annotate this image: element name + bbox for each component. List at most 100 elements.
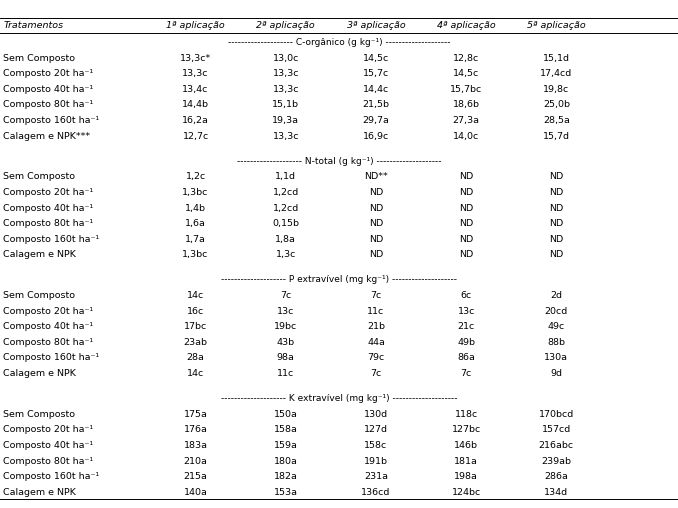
Text: 15,7c: 15,7c bbox=[363, 69, 389, 78]
Text: ND: ND bbox=[459, 219, 473, 228]
Text: 158a: 158a bbox=[274, 425, 298, 434]
Text: ND: ND bbox=[549, 188, 563, 197]
Text: 19bc: 19bc bbox=[274, 322, 298, 331]
Text: Sem Composto: Sem Composto bbox=[3, 172, 75, 181]
Text: Calagem e NPK: Calagem e NPK bbox=[3, 488, 76, 497]
Text: 136cd: 136cd bbox=[361, 488, 391, 497]
Text: 191b: 191b bbox=[364, 457, 388, 465]
Text: 13,3c: 13,3c bbox=[182, 69, 209, 78]
Text: 1,2c: 1,2c bbox=[186, 172, 205, 181]
Text: Composto 160t ha⁻¹: Composto 160t ha⁻¹ bbox=[3, 235, 100, 244]
Text: 1,3bc: 1,3bc bbox=[182, 250, 209, 260]
Text: 124bc: 124bc bbox=[452, 488, 481, 497]
Text: 4ª aplicação: 4ª aplicação bbox=[437, 21, 496, 30]
Text: ND: ND bbox=[549, 219, 563, 228]
Text: Composto 80t ha⁻¹: Composto 80t ha⁻¹ bbox=[3, 457, 94, 465]
Text: 98a: 98a bbox=[277, 354, 295, 363]
Text: 20cd: 20cd bbox=[544, 307, 568, 315]
Text: 28a: 28a bbox=[186, 354, 205, 363]
Text: 19,3a: 19,3a bbox=[273, 116, 299, 125]
Text: 239ab: 239ab bbox=[541, 457, 572, 465]
Text: 9d: 9d bbox=[551, 369, 562, 378]
Text: 118c: 118c bbox=[454, 409, 478, 419]
Text: ND: ND bbox=[369, 250, 383, 260]
Text: -------------------- N-total (g kg⁻¹) --------------------: -------------------- N-total (g kg⁻¹) --… bbox=[237, 156, 441, 166]
Text: 181a: 181a bbox=[454, 457, 478, 465]
Text: 13,3c: 13,3c bbox=[273, 132, 299, 141]
Text: 7c: 7c bbox=[370, 369, 382, 378]
Text: 86a: 86a bbox=[457, 354, 475, 363]
Text: 13,4c: 13,4c bbox=[182, 85, 209, 94]
Text: 210a: 210a bbox=[184, 457, 207, 465]
Text: Composto 80t ha⁻¹: Composto 80t ha⁻¹ bbox=[3, 101, 94, 109]
Text: 157cd: 157cd bbox=[542, 425, 571, 434]
Text: Composto 20t ha⁻¹: Composto 20t ha⁻¹ bbox=[3, 188, 94, 197]
Text: 6c: 6c bbox=[460, 291, 472, 300]
Text: 170bcd: 170bcd bbox=[539, 409, 574, 419]
Text: ND: ND bbox=[549, 235, 563, 244]
Text: ND: ND bbox=[459, 250, 473, 260]
Text: 3ª aplicação: 3ª aplicação bbox=[346, 21, 405, 30]
Text: ND**: ND** bbox=[364, 172, 388, 181]
Text: 2d: 2d bbox=[551, 291, 562, 300]
Text: 13,3c*: 13,3c* bbox=[180, 53, 212, 62]
Text: 175a: 175a bbox=[184, 409, 207, 419]
Text: 180a: 180a bbox=[274, 457, 298, 465]
Text: 29,7a: 29,7a bbox=[363, 116, 389, 125]
Text: 12,7c: 12,7c bbox=[182, 132, 209, 141]
Text: 25,0b: 25,0b bbox=[543, 101, 570, 109]
Text: 88b: 88b bbox=[547, 338, 565, 347]
Text: ND: ND bbox=[459, 188, 473, 197]
Text: ND: ND bbox=[549, 250, 563, 260]
Text: 13,3c: 13,3c bbox=[273, 85, 299, 94]
Text: 15,1d: 15,1d bbox=[543, 53, 570, 62]
Text: 11c: 11c bbox=[367, 307, 384, 315]
Text: -------------------- C-orgânico (g kg⁻¹) --------------------: -------------------- C-orgânico (g kg⁻¹)… bbox=[228, 38, 450, 47]
Text: 14,4c: 14,4c bbox=[363, 85, 389, 94]
Text: 1,2cd: 1,2cd bbox=[273, 204, 299, 212]
Text: 183a: 183a bbox=[184, 441, 207, 450]
Text: 16c: 16c bbox=[187, 307, 204, 315]
Text: Composto 160t ha⁻¹: Composto 160t ha⁻¹ bbox=[3, 116, 100, 125]
Text: 16,2a: 16,2a bbox=[182, 116, 209, 125]
Text: 1,7a: 1,7a bbox=[185, 235, 206, 244]
Text: 1,3bc: 1,3bc bbox=[182, 188, 209, 197]
Text: Tratamentos: Tratamentos bbox=[3, 21, 64, 30]
Text: 18,6b: 18,6b bbox=[453, 101, 479, 109]
Text: 19,8c: 19,8c bbox=[543, 85, 570, 94]
Text: -------------------- P extravível (mg kg⁻¹) --------------------: -------------------- P extravível (mg kg… bbox=[221, 275, 457, 284]
Text: Composto 20t ha⁻¹: Composto 20t ha⁻¹ bbox=[3, 425, 94, 434]
Text: ND: ND bbox=[369, 219, 383, 228]
Text: 7c: 7c bbox=[460, 369, 472, 378]
Text: ND: ND bbox=[369, 204, 383, 212]
Text: Composto 20t ha⁻¹: Composto 20t ha⁻¹ bbox=[3, 307, 94, 315]
Text: 140a: 140a bbox=[184, 488, 207, 497]
Text: -------------------- K extravível (mg kg⁻¹) --------------------: -------------------- K extravível (mg kg… bbox=[221, 394, 457, 403]
Text: 153a: 153a bbox=[274, 488, 298, 497]
Text: 13c: 13c bbox=[277, 307, 294, 315]
Text: 13c: 13c bbox=[458, 307, 475, 315]
Text: 0,15b: 0,15b bbox=[273, 219, 299, 228]
Text: 15,1b: 15,1b bbox=[273, 101, 299, 109]
Text: Composto 40t ha⁻¹: Composto 40t ha⁻¹ bbox=[3, 204, 94, 212]
Text: 23ab: 23ab bbox=[184, 338, 207, 347]
Text: 14c: 14c bbox=[187, 291, 204, 300]
Text: ND: ND bbox=[459, 235, 473, 244]
Text: Composto 40t ha⁻¹: Composto 40t ha⁻¹ bbox=[3, 441, 94, 450]
Text: ND: ND bbox=[369, 235, 383, 244]
Text: 1ª aplicação: 1ª aplicação bbox=[166, 21, 225, 30]
Text: 13,3c: 13,3c bbox=[273, 69, 299, 78]
Text: 1,6a: 1,6a bbox=[185, 219, 206, 228]
Text: 182a: 182a bbox=[274, 472, 298, 481]
Text: 17,4cd: 17,4cd bbox=[540, 69, 572, 78]
Text: 49c: 49c bbox=[548, 322, 565, 331]
Text: 159a: 159a bbox=[274, 441, 298, 450]
Text: 158c: 158c bbox=[364, 441, 388, 450]
Text: 14,5c: 14,5c bbox=[453, 69, 479, 78]
Text: 28,5a: 28,5a bbox=[543, 116, 570, 125]
Text: 14,0c: 14,0c bbox=[453, 132, 479, 141]
Text: Sem Composto: Sem Composto bbox=[3, 53, 75, 62]
Text: Composto 40t ha⁻¹: Composto 40t ha⁻¹ bbox=[3, 85, 94, 94]
Text: 1,2cd: 1,2cd bbox=[273, 188, 299, 197]
Text: 176a: 176a bbox=[184, 425, 207, 434]
